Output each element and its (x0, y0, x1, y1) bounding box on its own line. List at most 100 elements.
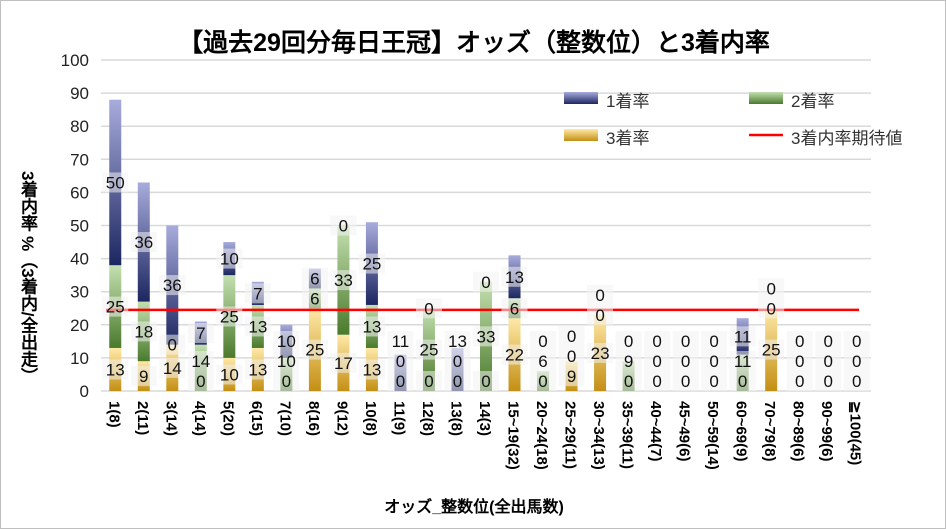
data-label: 13 (248, 317, 267, 336)
data-label: 0 (709, 352, 718, 371)
y-tick-label: 90 (70, 84, 89, 103)
data-label: 0 (396, 372, 405, 391)
data-label: 13 (448, 332, 467, 351)
data-label-box (244, 359, 271, 380)
x-axis-title: オッズ_整数位(全出馬数) (384, 499, 564, 516)
data-label-box (159, 357, 186, 378)
data-label: 7 (253, 284, 262, 303)
data-label: 14 (163, 359, 182, 378)
y-tick-label: 60 (70, 183, 89, 202)
x-tick-label: 90~99(6) (818, 401, 835, 461)
data-label: 25 (305, 341, 324, 360)
data-label: 0 (538, 332, 547, 351)
data-label-box (815, 331, 842, 351)
data-label: 0 (481, 372, 490, 391)
data-label-box (130, 321, 157, 342)
y-tick-label: 20 (70, 316, 89, 335)
data-label-box (273, 331, 300, 351)
x-tick-label: 35~39(11) (619, 401, 636, 469)
data-label: 0 (681, 372, 690, 391)
data-label: 0 (453, 352, 462, 371)
x-tick-label: 2(11) (134, 401, 151, 435)
x-tick-label: 4(14) (191, 401, 208, 436)
data-label: 0 (852, 352, 861, 371)
data-label-box (130, 366, 157, 387)
data-label: 0 (766, 299, 775, 318)
data-label: 6 (510, 299, 519, 318)
data-label: 13 (362, 317, 381, 336)
data-label: 0 (795, 352, 804, 371)
x-tick-label: 14(3) (476, 401, 493, 436)
x-tick-label: 6(15) (248, 401, 265, 436)
data-label-box (729, 326, 756, 347)
data-label: 14 (191, 352, 210, 371)
y-tick-label: 80 (70, 117, 89, 136)
chart-title: 【過去29回分毎日王冠】オッズ（整数位）と3着内率 (178, 29, 770, 57)
data-label-box (330, 215, 357, 236)
data-label-box (358, 316, 385, 337)
data-label: 0 (766, 279, 775, 298)
data-label-box (102, 172, 129, 193)
y-tick-label: 30 (70, 283, 89, 302)
data-label-box (672, 371, 699, 391)
data-label: 0 (852, 332, 861, 351)
x-tick-label: 30~34(13) (590, 401, 607, 470)
data-label: 0 (652, 372, 661, 391)
data-label: 0 (823, 352, 832, 371)
x-tick-label: 80~89(6) (790, 401, 807, 461)
data-label: 0 (595, 286, 604, 305)
data-label-box (701, 331, 728, 351)
data-label: 36 (134, 233, 153, 252)
data-label: 0 (709, 332, 718, 351)
data-label-box (216, 364, 243, 385)
data-label: 0 (681, 332, 690, 351)
y-tick-label: 40 (70, 250, 89, 269)
data-label: 0 (396, 352, 405, 371)
data-label-box (358, 253, 385, 274)
x-tick-label: 12(8) (419, 401, 436, 436)
legend-label: 3着内率期待値 (791, 129, 902, 148)
data-label-box (387, 371, 414, 391)
data-label-box (530, 351, 557, 371)
data-label-box (786, 351, 813, 371)
data-label-box (701, 351, 728, 371)
data-label-box (187, 351, 214, 371)
data-label-box (444, 331, 471, 351)
data-label-box (587, 284, 614, 305)
data-label-box (758, 278, 785, 299)
data-label-box (587, 304, 614, 325)
legend-swatch (564, 92, 598, 104)
data-label: 6 (538, 352, 547, 371)
data-label-box (558, 326, 585, 347)
data-label-box (786, 371, 813, 391)
data-label: 0 (823, 332, 832, 351)
data-label-box (358, 359, 385, 380)
data-label: 50 (106, 173, 125, 192)
data-label-box (672, 351, 699, 371)
data-label: 0 (652, 352, 661, 371)
data-label-box (187, 323, 214, 344)
x-tick-label: 5(20) (219, 401, 236, 436)
data-label: 0 (453, 372, 462, 391)
data-label-box (501, 298, 528, 319)
data-label-box (615, 351, 642, 371)
x-tick-label: 7(10) (276, 401, 293, 436)
data-label: 0 (852, 372, 861, 391)
data-label-box (216, 306, 243, 327)
data-label-box (729, 351, 756, 371)
legend-label: 2着率 (791, 92, 834, 111)
legend-swatch (564, 129, 598, 141)
data-label-box (387, 331, 414, 351)
x-tick-label: 40~44(7) (647, 401, 664, 461)
data-label-box (587, 342, 614, 363)
data-label: 0 (595, 306, 604, 325)
y-tick-label: 100 (61, 51, 89, 70)
data-label: 0 (168, 336, 177, 355)
data-label: 23 (591, 344, 610, 363)
data-label-box (473, 326, 499, 347)
data-label: 0 (196, 372, 205, 391)
data-label: 36 (163, 276, 182, 295)
data-label: 33 (477, 327, 496, 346)
data-label: 13 (362, 360, 381, 379)
data-label-box (273, 351, 300, 371)
